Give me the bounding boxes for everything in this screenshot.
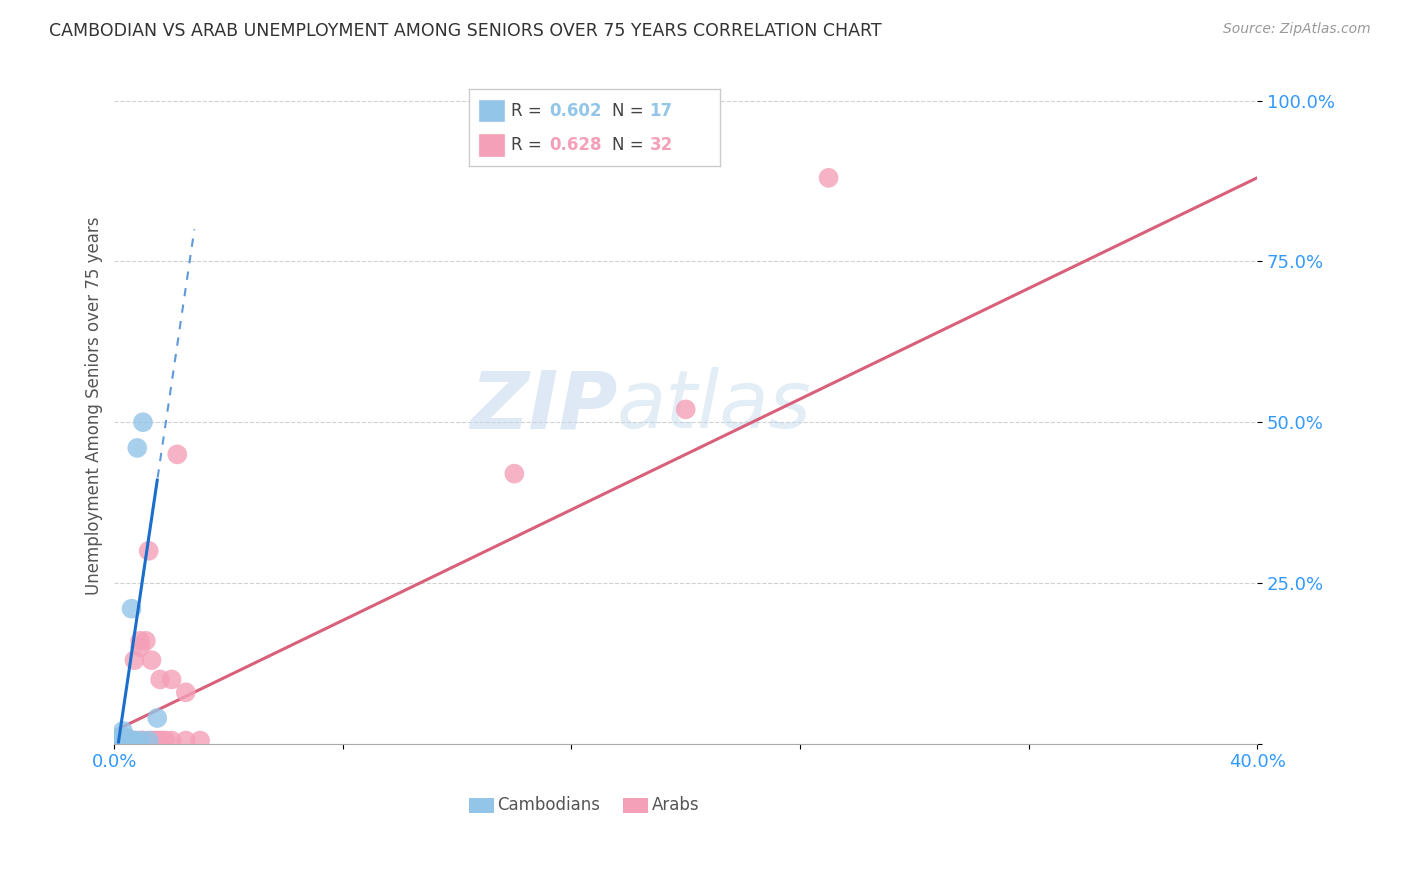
Point — [108, 733, 131, 747]
Point — [146, 711, 169, 725]
Text: CAMBODIAN VS ARAB UNEMPLOYMENT AMONG SENIORS OVER 75 YEARS CORRELATION CHART: CAMBODIAN VS ARAB UNEMPLOYMENT AMONG SEN… — [49, 22, 882, 40]
Text: ZIP: ZIP — [470, 368, 617, 445]
Point — [121, 601, 143, 615]
Point — [121, 733, 143, 747]
Point — [105, 733, 128, 747]
Point — [160, 733, 183, 747]
Point — [115, 731, 138, 745]
Point — [143, 733, 166, 747]
Point — [817, 170, 839, 185]
Point — [124, 653, 146, 667]
Point — [129, 733, 152, 747]
Point — [135, 633, 157, 648]
Point — [132, 733, 155, 747]
Point — [138, 733, 160, 747]
Point — [132, 415, 155, 429]
Point — [127, 441, 149, 455]
Point — [503, 467, 526, 481]
Text: Cambodians: Cambodians — [498, 796, 600, 814]
Y-axis label: Unemployment Among Seniors over 75 years: Unemployment Among Seniors over 75 years — [86, 217, 103, 595]
Point — [155, 733, 177, 747]
Text: Source: ZipAtlas.com: Source: ZipAtlas.com — [1223, 22, 1371, 37]
Point — [105, 733, 128, 747]
Point — [149, 733, 172, 747]
Point — [174, 733, 197, 747]
Point — [188, 733, 211, 747]
Point — [124, 733, 146, 747]
Point — [111, 723, 134, 738]
Point — [129, 640, 152, 655]
Point — [108, 733, 131, 747]
Point — [121, 733, 143, 747]
Point — [146, 733, 169, 747]
Point — [152, 733, 174, 747]
Point — [138, 544, 160, 558]
Point — [132, 733, 155, 747]
Point — [127, 733, 149, 747]
Point — [166, 447, 188, 461]
Text: atlas: atlas — [617, 368, 811, 445]
Point — [115, 733, 138, 747]
Point — [160, 673, 183, 687]
Point — [111, 733, 134, 747]
Point — [108, 731, 131, 745]
Point — [124, 733, 146, 747]
FancyBboxPatch shape — [623, 797, 648, 813]
Text: Arabs: Arabs — [651, 796, 699, 814]
Point — [115, 733, 138, 747]
FancyBboxPatch shape — [468, 797, 494, 813]
Point — [141, 653, 163, 667]
Point — [118, 733, 141, 747]
Point — [129, 633, 152, 648]
Point — [675, 402, 697, 417]
Point — [174, 685, 197, 699]
Point — [141, 733, 163, 747]
Point — [118, 733, 141, 747]
Point — [149, 673, 172, 687]
Point — [111, 731, 134, 745]
Point — [118, 733, 141, 747]
